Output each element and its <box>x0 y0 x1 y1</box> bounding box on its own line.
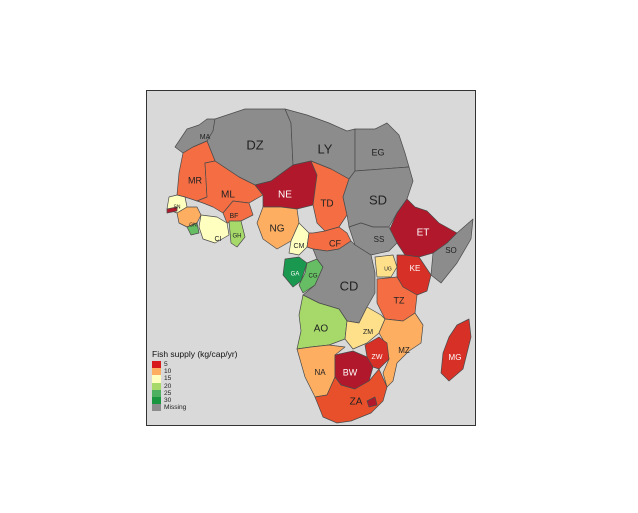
legend-swatch <box>152 382 161 390</box>
label-gn: GN <box>189 222 197 228</box>
country-so <box>430 218 474 284</box>
legend-swatch <box>152 375 161 383</box>
label-ma: MA <box>200 134 211 141</box>
label-cf: CF <box>329 238 341 248</box>
country-mg <box>440 318 472 382</box>
label-ss: SS <box>374 235 385 244</box>
country-sl <box>186 222 200 236</box>
label-sn: SN <box>174 204 181 210</box>
label-ug: UG <box>384 266 392 272</box>
legend-label: Missing <box>164 404 187 412</box>
legend-title: Fish supply (kg/cap/yr) <box>152 349 238 359</box>
legend-label: 5 <box>164 361 168 368</box>
label-et: ET <box>417 228 430 239</box>
countries-layer <box>166 108 474 424</box>
legend-row: 10 <box>152 368 238 376</box>
legend-swatch <box>152 368 161 376</box>
label-mr: MR <box>188 175 202 185</box>
country-ls <box>366 396 378 408</box>
label-ao: AO <box>314 324 329 335</box>
labels-layer: MA DZ LY EG MR ML NE TD SD ET SO SN GN BF CI GH NG CM CF SS… <box>174 134 462 408</box>
label-ci: CI <box>215 236 222 243</box>
legend-row: 30 <box>152 396 238 405</box>
legend-label: 20 <box>164 382 172 390</box>
label-ng: NG <box>270 224 285 235</box>
legend-row: 20 <box>152 382 238 390</box>
label-dz: DZ <box>246 137 263 152</box>
legend-label: 15 <box>164 375 172 383</box>
label-zw: ZW <box>372 354 383 361</box>
label-mg: MG <box>449 353 462 362</box>
label-za: ZA <box>350 397 363 408</box>
country-za <box>314 368 388 424</box>
country-gh <box>228 220 246 248</box>
legend-row: 5 <box>152 361 238 369</box>
label-ly: LY <box>318 141 333 156</box>
legend-label: 25 <box>164 389 172 397</box>
label-cm: CM <box>294 243 305 250</box>
country-ug <box>374 254 398 278</box>
legend-label: 10 <box>164 368 172 376</box>
legend-row: 25 <box>152 389 238 397</box>
label-ke: KE <box>410 264 421 273</box>
country-ci <box>198 214 230 244</box>
country-ke <box>396 254 432 296</box>
label-mz: MZ <box>398 346 410 355</box>
legend-swatch <box>152 389 161 397</box>
map-panel: MA DZ LY EG MR ML NE TD SD ET SO SN GN BF CI GH NG CM CF SS… <box>146 90 476 426</box>
label-bf: BF <box>230 213 239 220</box>
legend-row: 15 <box>152 375 238 383</box>
label-sd: SD <box>369 192 387 207</box>
africa-map: MA DZ LY EG MR ML NE TD SD ET SO SN GN BF CI GH NG CM CF SS… <box>166 108 474 424</box>
label-cd: CD <box>340 278 359 293</box>
legend: Fish supply (kg/cap/yr) 5 10 15 20 25 30… <box>152 349 238 412</box>
legend-swatch <box>152 404 161 412</box>
country-gn <box>176 206 202 228</box>
legend-swatch <box>152 361 161 369</box>
label-gh: GH <box>233 234 242 240</box>
legend-swatch <box>152 396 161 405</box>
label-so: SO <box>445 246 457 255</box>
legend-label: 30 <box>164 396 172 404</box>
label-cg: CG <box>309 274 318 280</box>
label-eg: EG <box>371 147 384 157</box>
label-bw: BW <box>343 367 358 377</box>
country-zw <box>364 336 390 370</box>
country-gm <box>166 206 178 214</box>
legend-items: 5 10 15 20 25 30 Missing <box>152 361 238 412</box>
label-td: TD <box>320 199 333 210</box>
label-na: NA <box>314 368 326 377</box>
label-ga: GA <box>291 272 300 278</box>
label-ne: NE <box>278 190 292 201</box>
legend-row: Missing <box>152 404 238 412</box>
label-zm: ZM <box>363 329 373 336</box>
label-ml: ML <box>221 190 235 201</box>
label-tz: TZ <box>394 295 405 305</box>
